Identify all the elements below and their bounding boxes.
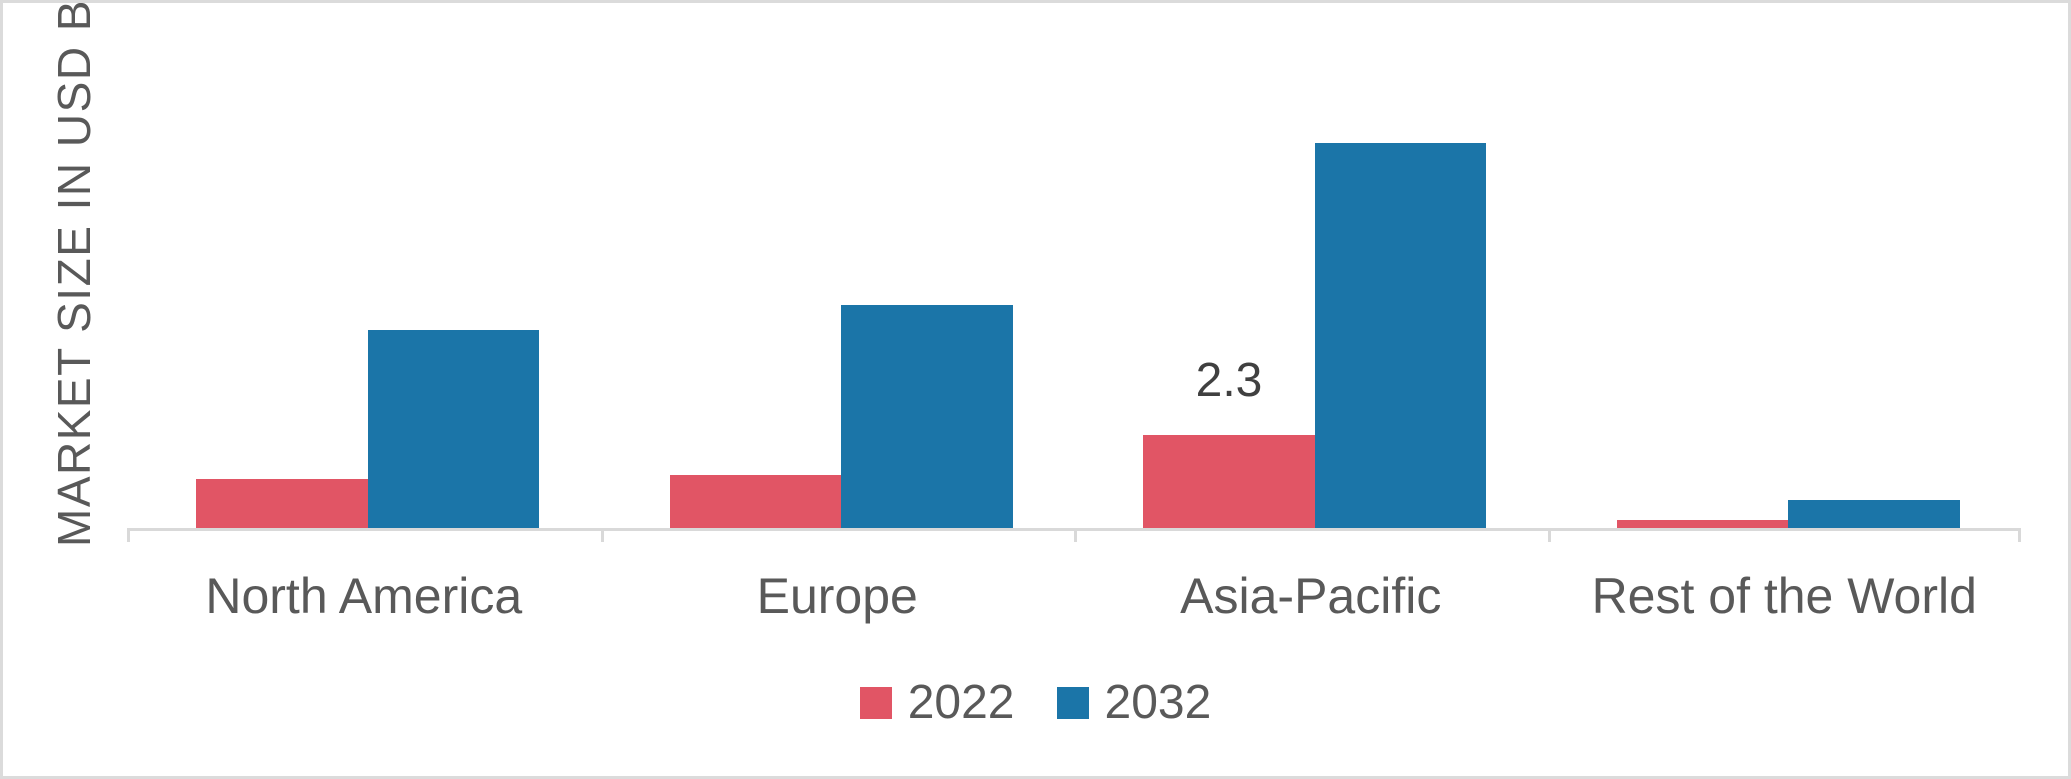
category-label-north-america: North America <box>205 568 523 624</box>
category-label-asia-pacific: Asia-Pacific <box>1180 568 1442 624</box>
plot-area: 2.3 <box>127 103 2021 544</box>
legend: 2022 2032 <box>3 679 2068 727</box>
x-axis-tick <box>1547 528 1551 542</box>
legend-label-2022: 2022 <box>907 676 1015 729</box>
bar-2022-europe <box>669 475 842 528</box>
x-axis-tick <box>600 528 604 542</box>
bar-2032-north-america <box>367 329 540 528</box>
category-axis: North America Europe Asia-Pacific Rest of t… <box>127 565 2021 627</box>
category-label-europe: Europe <box>756 568 918 624</box>
bar-2022-asia-pacific <box>1143 434 1315 528</box>
x-axis-tick <box>127 528 130 542</box>
legend-label-2032: 2032 <box>1104 676 1212 729</box>
bar-2032-europe <box>841 305 1013 528</box>
bar-2022-rest-of-the-world <box>1616 519 1789 528</box>
legend-swatch-2032 <box>1056 687 1089 719</box>
y-axis-title: MARKET SIZE IN USD BN <box>48 0 100 548</box>
data-label-asia-pacific-2022: 2.3 <box>1195 353 1263 407</box>
bar-2022-north-america <box>196 479 368 528</box>
x-axis-tick <box>2018 528 2021 542</box>
category-label-rest-of-the-world: Rest of the World <box>1591 568 1977 624</box>
bar-2032-rest-of-the-world <box>1788 499 1960 528</box>
x-axis-tick <box>1074 528 1077 542</box>
legend-item-2032: 2032 <box>1056 676 1212 729</box>
bar-2032-asia-pacific <box>1314 143 1487 528</box>
legend-swatch-2022 <box>859 687 892 719</box>
legend-item-2022: 2022 <box>859 676 1015 729</box>
